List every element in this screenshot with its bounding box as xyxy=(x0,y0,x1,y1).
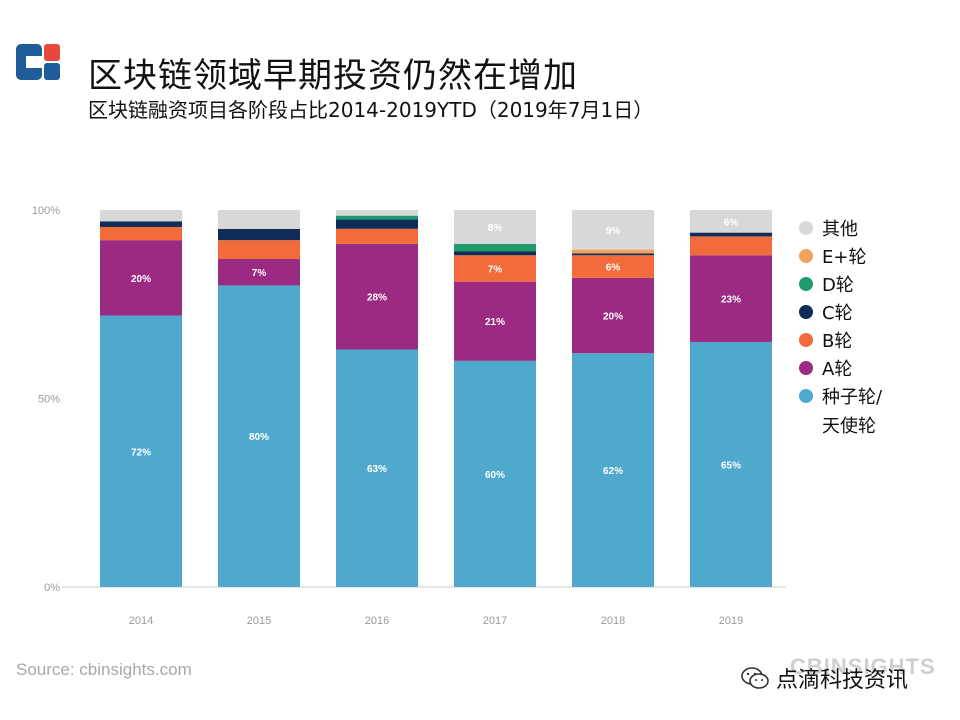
bar-segment-c xyxy=(100,221,182,227)
data-label: 7% xyxy=(252,268,267,279)
watermark: 点滴科技资讯 xyxy=(740,662,908,694)
legend-swatch-c xyxy=(799,305,813,319)
source-note: Source: cbinsights.com xyxy=(16,660,192,679)
bar-segment-a xyxy=(454,281,536,361)
data-label: 7% xyxy=(488,264,503,275)
data-label: 63% xyxy=(367,464,387,475)
legend-swatch-other xyxy=(799,221,813,235)
y-tick-label: 100% xyxy=(32,205,60,217)
bar-segment-other xyxy=(690,210,772,233)
legend-label: 其他 xyxy=(822,219,858,240)
y-tick-label: 50% xyxy=(38,394,60,406)
x-tick-label: 2016 xyxy=(365,615,389,627)
bar-segment-seed xyxy=(454,360,536,587)
bar-segment-a xyxy=(572,277,654,354)
legend-label: E+轮 xyxy=(822,247,866,268)
data-label: 20% xyxy=(131,274,151,285)
data-label: 9% xyxy=(606,226,621,237)
bar-segment-b xyxy=(218,240,300,260)
legend-label: 种子轮/ xyxy=(822,387,883,408)
x-tick-label: 2017 xyxy=(483,615,507,627)
legend-label: A轮 xyxy=(822,359,852,380)
bar-segment-other xyxy=(336,210,418,216)
data-label: 28% xyxy=(367,293,387,304)
bar-segment-c xyxy=(690,232,772,237)
data-label: 6% xyxy=(724,217,739,228)
bar-segment-a xyxy=(100,240,182,316)
legend-label: 天使轮 xyxy=(822,416,876,437)
bar-segment-seed xyxy=(218,285,300,587)
data-label: 23% xyxy=(721,295,741,306)
data-label: 20% xyxy=(603,312,623,323)
data-label: 65% xyxy=(721,460,741,471)
wechat-icon xyxy=(741,667,769,689)
bar-segment-b xyxy=(454,255,536,282)
bar-segment-a xyxy=(218,259,300,286)
bar-segment-b xyxy=(690,236,772,256)
legend-label: B轮 xyxy=(822,331,852,352)
bar-segment-other xyxy=(100,210,182,222)
bar-segment-seed xyxy=(690,341,772,587)
legend-swatch-seed xyxy=(799,389,813,403)
data-label: 62% xyxy=(603,466,623,477)
bar-segment-c xyxy=(454,251,536,256)
page-subtitle: 区块链融资项目各阶段占比2014-2019YTD（2019年7月1日） xyxy=(88,98,654,122)
data-label: 8% xyxy=(488,223,503,234)
bar-segment-seed xyxy=(100,315,182,587)
data-label: 21% xyxy=(485,317,505,328)
legend-swatch-b xyxy=(799,333,813,347)
data-label: 72% xyxy=(131,447,151,458)
bar-segment-other xyxy=(572,210,654,250)
bar-segment-other xyxy=(218,210,300,229)
legend-label: D轮 xyxy=(822,275,854,296)
bar-segment-a xyxy=(690,255,772,342)
cb-logo-icon xyxy=(16,44,60,80)
bar-segment-seed xyxy=(572,353,654,587)
bar-segment-d xyxy=(336,215,418,220)
data-label: 6% xyxy=(606,263,621,274)
bar-segment-e xyxy=(572,249,654,254)
bar-segment-b xyxy=(100,226,182,241)
legend-swatch-e xyxy=(799,249,813,263)
bar-segment-seed xyxy=(336,349,418,587)
x-tick-label: 2015 xyxy=(247,615,271,627)
x-tick-label: 2019 xyxy=(719,615,743,627)
bar-segment-b xyxy=(572,255,654,278)
legend-label: C轮 xyxy=(822,303,853,324)
bar-segment-c xyxy=(218,228,300,241)
legend-swatch-d xyxy=(799,277,813,291)
bar-segment-other xyxy=(454,210,536,244)
legend-swatch-a xyxy=(799,361,813,375)
x-tick-label: 2018 xyxy=(601,615,625,627)
data-label: 60% xyxy=(485,470,505,481)
bar-segment-a xyxy=(336,243,418,350)
data-label: 80% xyxy=(249,432,269,443)
bar-segment-c xyxy=(572,253,654,256)
x-tick-label: 2014 xyxy=(129,615,153,627)
page-title: 区块链领域早期投资仍然在增加 xyxy=(88,56,578,96)
y-tick-label: 0% xyxy=(44,582,60,594)
cbinsights-brand: CBINSIGHTS xyxy=(790,654,936,679)
watermark-text: 点滴科技资讯 xyxy=(776,668,909,693)
bar-segment-c xyxy=(336,219,418,229)
bar-segment-d xyxy=(454,243,536,252)
bar-segment-b xyxy=(336,228,418,244)
